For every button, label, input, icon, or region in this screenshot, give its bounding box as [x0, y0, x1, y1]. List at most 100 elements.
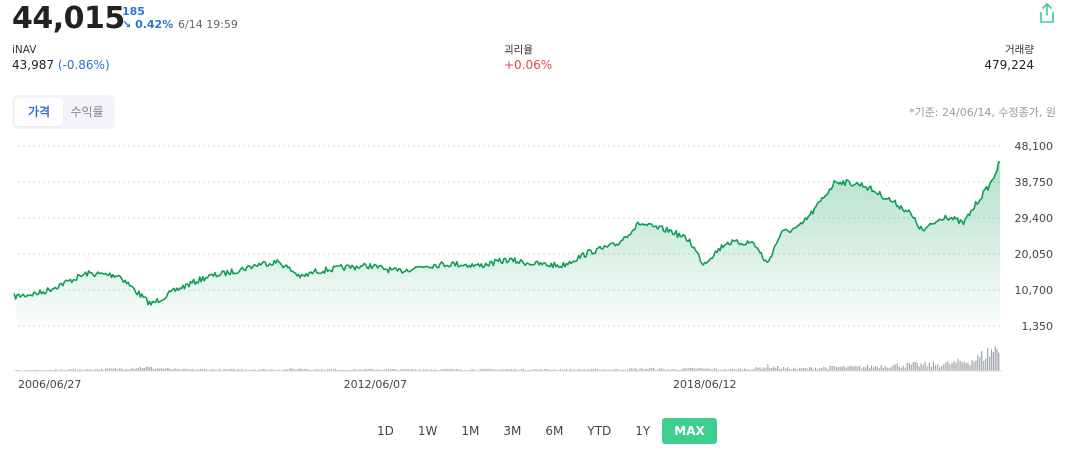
volume-bar [843, 366, 845, 371]
volume-bar [827, 369, 829, 371]
volume-bar [953, 360, 955, 371]
volume-bar [597, 368, 599, 371]
volume-bar [589, 369, 591, 371]
volume-bar [53, 369, 55, 371]
range-max[interactable]: MAX [662, 418, 717, 444]
volume-bar [283, 369, 285, 371]
volume-bar [815, 367, 817, 371]
volume-bar [129, 369, 131, 371]
volume-bar [601, 369, 603, 371]
volume-bar [726, 369, 728, 371]
inav-change: (-0.86%) [57, 58, 110, 72]
volume-bar [241, 369, 243, 371]
range-ytd[interactable]: YTD [587, 424, 612, 438]
volume-bar [926, 366, 928, 371]
volume-bar [166, 368, 168, 371]
volume-bar [156, 368, 159, 371]
volume-bar [423, 369, 425, 371]
volume-bar [732, 369, 734, 371]
volume-bar [196, 369, 198, 371]
volume-bar [996, 349, 998, 371]
volume-bar [749, 369, 751, 371]
volume-bar [803, 368, 805, 371]
volume-bar [442, 369, 444, 371]
volume-bar [941, 366, 943, 371]
volume-bar [857, 366, 859, 371]
volume-bar [775, 368, 777, 371]
volume-bar [912, 362, 914, 371]
volume-bar [755, 367, 757, 371]
volume-bar [705, 368, 707, 371]
change-percent: 0.42% [135, 18, 174, 31]
volume-bar [217, 369, 219, 371]
share-icon[interactable] [1038, 2, 1056, 24]
volume-bar [890, 367, 892, 371]
volume-bar [902, 365, 904, 371]
volume-bar [845, 367, 847, 371]
volume-bar [91, 369, 93, 371]
volume-bar [452, 369, 454, 371]
volume-bar [213, 369, 215, 371]
volume-bar [693, 368, 695, 371]
volume-bar [303, 368, 305, 371]
volume-bar [736, 369, 738, 371]
volume-bar [673, 369, 675, 371]
price-line [13, 160, 1001, 306]
volume-bar [795, 368, 797, 371]
volume-bar [914, 362, 916, 371]
range-1w[interactable]: 1W [417, 424, 438, 438]
volume-bar [612, 369, 614, 371]
volume-bar [876, 366, 878, 371]
volume-bar [293, 368, 295, 371]
volume-bar [990, 349, 993, 371]
volume-bar [239, 369, 241, 371]
volume-bar [730, 368, 732, 371]
range-1d[interactable]: 1D [377, 424, 394, 438]
y-tick-label: 48,100 [1015, 140, 1054, 153]
volume-bar [627, 369, 629, 371]
volume-bar [823, 366, 825, 371]
volume-bar [528, 369, 530, 371]
volume-bar [965, 362, 967, 371]
volume-bar [469, 369, 472, 371]
volume-bar [485, 369, 487, 371]
volume-bar [753, 368, 755, 371]
volume-bar [387, 369, 389, 371]
volume-bar [701, 368, 703, 371]
volume-bar [205, 369, 207, 371]
volume-bar [127, 369, 129, 371]
volume-bar [797, 368, 799, 371]
range-1y[interactable]: 1Y [635, 424, 651, 438]
tab-return[interactable]: 수익률 [70, 105, 104, 119]
volume-bar [809, 367, 811, 371]
volume-bar [552, 369, 554, 371]
range-1m[interactable]: 1M [461, 424, 480, 438]
price-area [14, 161, 1001, 326]
volume-bar [327, 369, 329, 371]
volume-bar [745, 369, 747, 371]
volume-bar [512, 369, 515, 371]
volume-bar [190, 369, 192, 371]
volume-bar [333, 369, 335, 371]
volume-bar [583, 369, 585, 371]
volume-bar [649, 368, 651, 371]
volume-bar [546, 368, 548, 371]
volume-bar [35, 369, 37, 371]
volume-bar [532, 369, 534, 371]
volume-bar [194, 369, 196, 371]
volume-bar [473, 369, 475, 371]
range-3m[interactable]: 3M [503, 424, 522, 438]
volume-bar [352, 369, 354, 371]
volume-bar [783, 367, 785, 371]
volume-bar [747, 369, 749, 371]
tab-price[interactable]: 가격 [15, 98, 63, 126]
range-6m[interactable]: 6M [545, 424, 564, 438]
volume-bar [874, 366, 876, 371]
volume-bar [68, 369, 71, 371]
volume-bar [424, 369, 427, 371]
volume-bar [346, 369, 348, 371]
volume-bar [571, 369, 573, 371]
volume-bar [622, 369, 624, 371]
volume-bar [511, 369, 513, 371]
volume-bar [697, 368, 699, 371]
